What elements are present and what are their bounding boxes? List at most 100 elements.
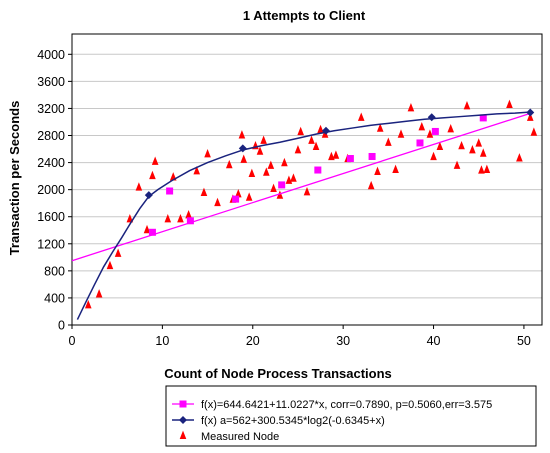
legend-log-label: f(x) a=562+300.5345*log2(-0.6345+x) — [201, 415, 385, 427]
series-log-fit — [76, 108, 535, 320]
y-axis-ticks: 0 400 800 1200 1600 2000 2400 2800 3200 3600 4000 — [37, 48, 72, 333]
y-tick-label-7: 2800 — [37, 129, 65, 143]
measured-point — [294, 145, 302, 154]
measured-point — [385, 137, 392, 146]
measured-point — [106, 260, 114, 270]
measured-point — [281, 157, 288, 167]
measured-point — [248, 168, 256, 178]
measured-point — [479, 148, 487, 157]
measured-point — [397, 129, 405, 138]
y-axis-label: Transaction per Seconds — [7, 101, 22, 256]
y-tick-label-4: 1600 — [37, 210, 65, 224]
measured-point — [95, 289, 103, 298]
y-tick-label-8: 3200 — [37, 102, 65, 116]
measured-point — [267, 160, 275, 169]
measured-point — [426, 129, 434, 138]
y-tick-label-5: 2000 — [37, 183, 65, 197]
measured-point — [235, 188, 242, 198]
chart-title: 1 Attempts to Client — [243, 8, 366, 23]
measured-point — [84, 299, 92, 309]
x-tick-label-1: 10 — [155, 334, 169, 348]
measured-point — [392, 164, 399, 173]
legend-measured-label: Measured Node — [201, 431, 279, 443]
series-layer — [71, 99, 538, 320]
y-tick-label-0: 0 — [58, 319, 65, 333]
legend-log-marker — [179, 416, 187, 424]
linear-fit-point — [314, 166, 322, 174]
measured-point — [357, 112, 365, 121]
y-tick-label-1: 400 — [44, 291, 65, 305]
measured-point — [308, 135, 315, 144]
series-linear-fit — [71, 111, 534, 262]
measured-point — [290, 173, 297, 182]
measured-point — [367, 180, 375, 190]
measured-point — [149, 170, 156, 180]
measured-point — [526, 112, 534, 121]
measured-point — [475, 138, 483, 147]
x-axis-ticks: 0 10 20 30 40 50 — [69, 325, 531, 348]
measured-point — [374, 166, 381, 176]
linear-fit-point — [232, 195, 240, 203]
log-fit-point — [321, 126, 330, 135]
measured-point — [200, 187, 208, 197]
measured-point — [506, 99, 513, 109]
linear-fit-line — [71, 111, 534, 262]
measured-point — [297, 126, 304, 136]
measured-point — [204, 149, 211, 158]
measured-point — [418, 121, 426, 131]
measured-point — [114, 248, 122, 257]
x-tick-label-0: 0 — [69, 334, 76, 348]
measured-point — [312, 141, 320, 150]
linear-fit-point — [479, 114, 487, 122]
measured-point — [256, 146, 264, 155]
log-fit-point — [526, 108, 535, 117]
series-measured-node — [84, 99, 538, 309]
legend-measured-marker — [179, 430, 187, 439]
measured-point — [328, 151, 335, 161]
measured-point — [430, 151, 437, 161]
measured-point — [164, 214, 172, 223]
measured-point — [469, 145, 476, 154]
measured-point — [240, 154, 248, 163]
legend-box — [165, 385, 537, 447]
measured-point — [260, 135, 267, 144]
x-tick-label-5: 50 — [517, 334, 531, 348]
measured-point — [303, 186, 311, 196]
measured-point — [516, 153, 523, 162]
y-tick-label-2: 800 — [44, 264, 65, 278]
measured-point — [436, 141, 444, 150]
legend: f(x)=644.6421+11.0227*x, corr=0.7890, p=… — [165, 385, 537, 447]
y-tick-label-3: 1200 — [37, 237, 65, 251]
measured-point — [193, 165, 201, 175]
measured-point — [478, 165, 485, 174]
measured-point — [453, 160, 461, 169]
log-fit-point — [238, 144, 247, 153]
measured-point — [458, 140, 465, 150]
linear-fit-point — [278, 181, 286, 189]
linear-fit-point — [148, 228, 156, 236]
legend-linear-marker — [179, 400, 187, 408]
y-tick-label-6: 2400 — [37, 156, 65, 170]
measured-point — [317, 124, 324, 134]
linear-fit-point — [166, 187, 174, 195]
measured-point — [245, 192, 253, 201]
linear-fit-point — [186, 217, 194, 225]
linear-fit-point — [416, 139, 424, 147]
measured-point — [225, 159, 233, 169]
x-tick-label-4: 40 — [427, 334, 441, 348]
log-fit-point — [427, 113, 436, 122]
log-fit-curve — [76, 111, 534, 320]
measured-point — [483, 164, 491, 173]
linear-fit-point — [368, 152, 376, 160]
measured-point — [151, 156, 159, 165]
measured-point — [135, 182, 143, 191]
x-tick-label-2: 20 — [246, 334, 260, 348]
linear-fit-point — [346, 155, 354, 163]
y-tick-label-10: 4000 — [37, 48, 65, 62]
gridlines — [72, 53, 542, 299]
measured-point — [407, 103, 415, 112]
measured-point — [238, 130, 246, 139]
log-fit-point — [144, 191, 153, 200]
measured-point — [447, 124, 455, 133]
